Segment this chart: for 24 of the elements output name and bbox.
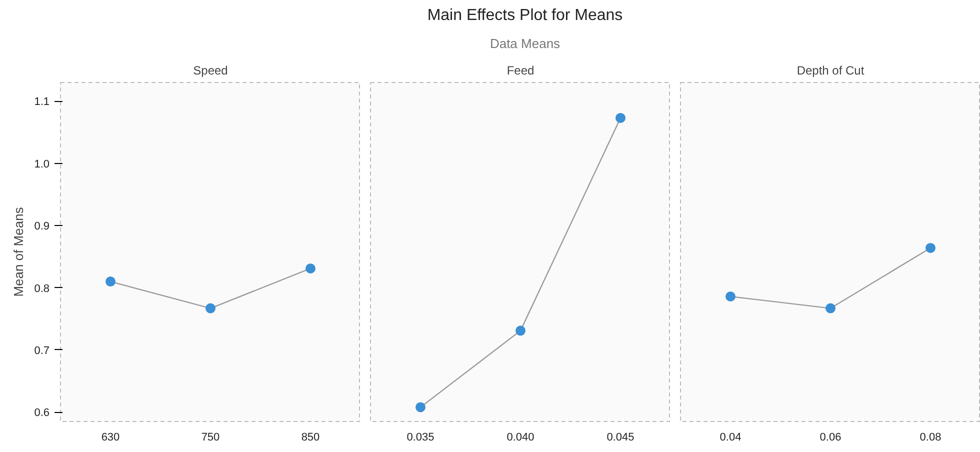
x-tick-label: 850 (301, 432, 320, 444)
x-tick-label: 0.08 (920, 432, 942, 444)
text: Speed (193, 64, 228, 78)
chart-title: Main Effects Plot for Means (427, 6, 623, 26)
text: Depth of Cut (796, 64, 865, 78)
y-tick-label: 0.6 (34, 407, 50, 420)
y-tick-label: 0.9 (34, 220, 50, 233)
x-tick-label: 0.06 (820, 432, 842, 444)
y-tick-label: 1.1 (34, 96, 50, 108)
x-tick-label: 0.035 (406, 432, 434, 444)
y-tick-label: 0.7 (34, 344, 50, 357)
x-tick-label: 0.040 (506, 432, 534, 444)
point (306, 263, 316, 274)
point (206, 303, 216, 314)
chart-subtitle: Data Means (490, 35, 560, 53)
text: Feed (506, 64, 534, 78)
y-axis-title: Mean of Means (11, 206, 26, 297)
x-tick-label: 0.04 (720, 432, 742, 444)
x-tick-label: 630 (101, 432, 120, 444)
point (106, 276, 116, 287)
x-tick-label: 750 (201, 432, 220, 444)
y-tick-label: 1.0 (34, 158, 50, 170)
y-tick-label: 0.8 (34, 282, 50, 295)
x-tick-label: 0.045 (606, 432, 634, 444)
